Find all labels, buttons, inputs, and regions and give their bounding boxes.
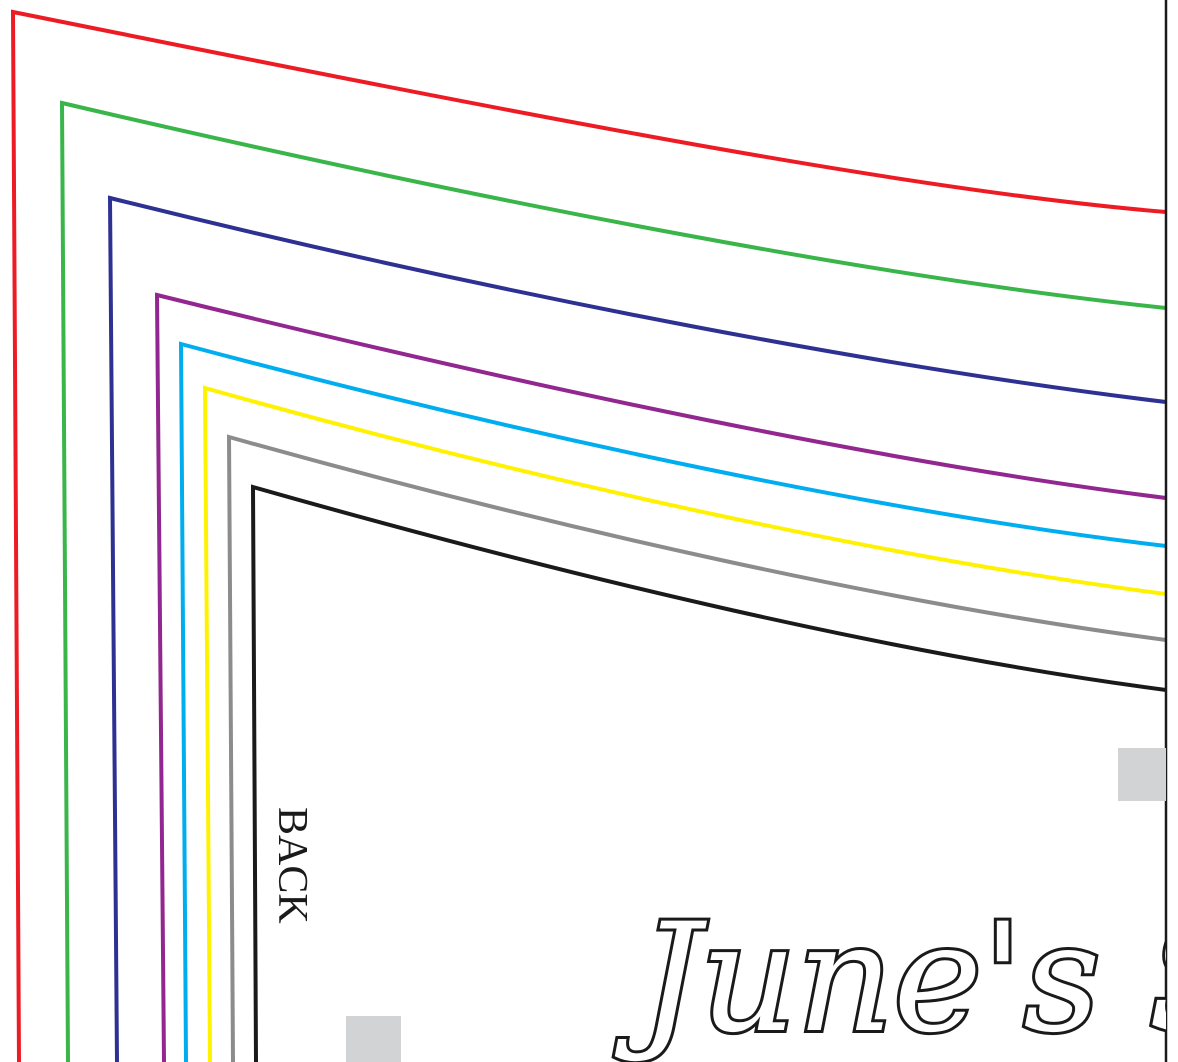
alignment-marker-right (1118, 748, 1166, 801)
size-line-navy (107, 195, 1167, 1062)
size-line-yellow (202, 385, 1167, 1062)
size-line-green (59, 100, 1167, 1062)
size-line-cyan (178, 341, 1167, 1062)
brand-text: June's Sew (614, 892, 1178, 1062)
size-line-purple (154, 292, 1167, 1062)
size-line-black (250, 484, 1167, 1062)
alignment-marker-bottom (346, 1016, 401, 1062)
size-cutting-lines (10, 9, 1167, 1062)
piece-label: BACK (269, 807, 315, 924)
size-line-gray (226, 434, 1167, 1062)
size-line-red (10, 9, 1167, 1062)
